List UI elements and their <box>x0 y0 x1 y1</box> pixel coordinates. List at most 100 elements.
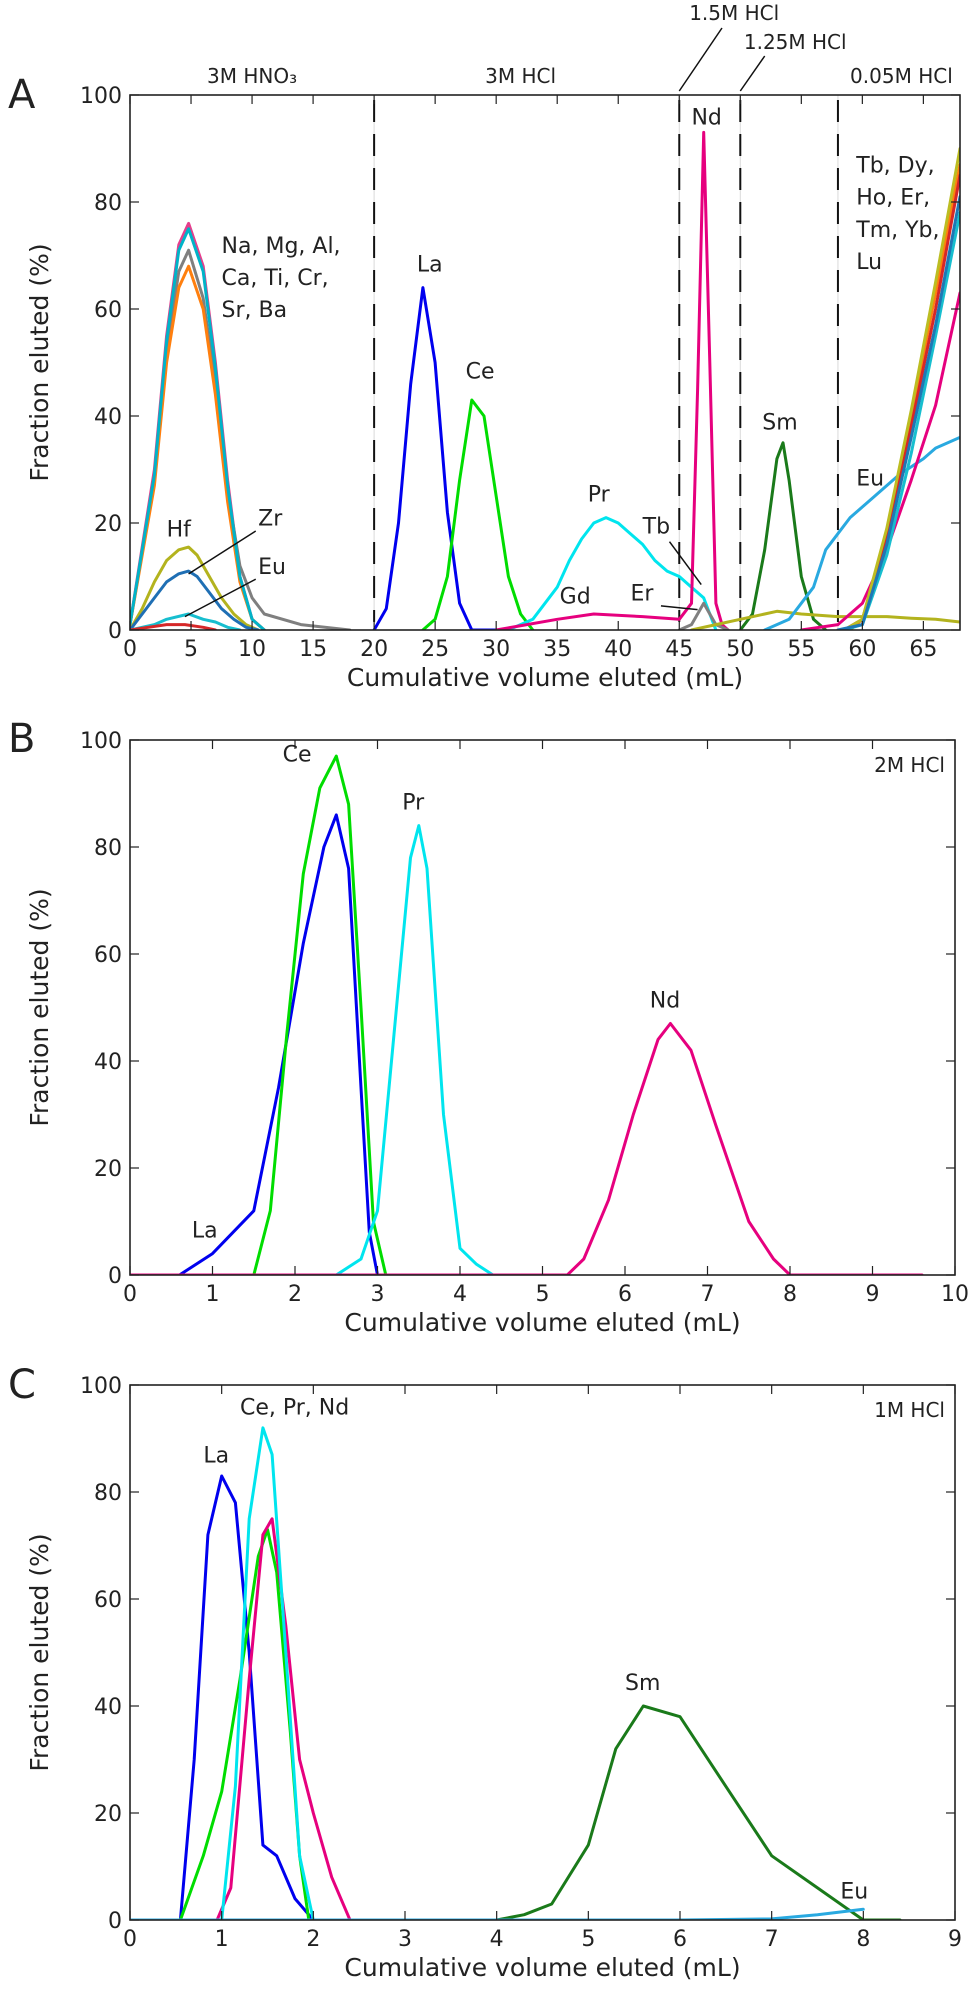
x-tick-label: 2 <box>288 1282 302 1307</box>
chart-panel-c: C 0 1 2 3 4 5 6 7 8 9 0 20 40 60 80 100 Cumulative volume… <box>8 1362 962 1982</box>
leader-line <box>660 605 698 611</box>
x-tick-label: 6 <box>618 1282 632 1307</box>
leader-line <box>184 578 257 618</box>
x-axis-label: Cumulative volume eluted (mL) <box>347 663 743 692</box>
series-line-15 <box>690 609 960 630</box>
panel-letter: A <box>8 72 36 118</box>
series-group <box>130 754 924 1275</box>
y-tick-label: 0 <box>108 1264 122 1289</box>
y-tick-label: 100 <box>80 1374 122 1399</box>
annotation-label: Ca, Ti, Cr, <box>222 266 329 291</box>
x-tick-label: 5 <box>536 1282 550 1307</box>
y-tick-label: 80 <box>94 836 122 861</box>
y-tick-label: 40 <box>94 1695 122 1720</box>
annotation-label: Gd <box>560 584 591 609</box>
y-tick-label: 100 <box>80 84 122 109</box>
y-tick-label: 20 <box>94 1157 122 1182</box>
annotation-label: Ce <box>283 742 312 767</box>
annotation-label: Sm <box>625 1671 660 1696</box>
annotation-label: Ce, Pr, Nd <box>240 1395 349 1420</box>
annotation-label: Tb, Dy, <box>855 154 934 179</box>
series-line-4 <box>130 1022 924 1275</box>
series-line-3 <box>130 1517 444 1920</box>
series-line-8 <box>130 623 217 630</box>
x-tick-label: 20 <box>360 637 388 662</box>
series-line-3 <box>130 824 528 1275</box>
plot-frame <box>129 1384 956 1921</box>
y-tick-label: 100 <box>80 729 122 754</box>
region-label: 3M HNO₃ <box>207 64 297 88</box>
series-line-12 <box>494 130 730 630</box>
x-tick-label: 0 <box>123 1927 137 1952</box>
y-tick-label: 0 <box>108 1909 122 1934</box>
x-tick-label: 10 <box>941 1282 969 1307</box>
region-label: 0.05M HCl <box>850 64 953 88</box>
series-line-16 <box>763 435 960 630</box>
region-label: 2M HCl <box>874 753 945 777</box>
x-tick-label: 10 <box>238 637 266 662</box>
annotation-label: Hf <box>167 517 193 542</box>
x-tick-label: 3 <box>398 1927 412 1952</box>
x-tick-label: 1 <box>206 1282 220 1307</box>
x-tick-label: 55 <box>787 637 815 662</box>
panel-letter: B <box>8 716 35 762</box>
region-label: 1M HCl <box>874 1398 945 1422</box>
y-tick-label: 0 <box>108 619 122 644</box>
x-tick-label: 25 <box>421 637 449 662</box>
x-tick-label: 3 <box>371 1282 385 1307</box>
leader-line <box>678 27 723 92</box>
y-axis-label: Fraction eluted (%) <box>25 243 54 481</box>
x-tick-label: 45 <box>665 637 693 662</box>
annotation-label: Tm, Yb, <box>855 218 939 243</box>
y-tick-label: 80 <box>94 191 122 216</box>
x-tick-label: 30 <box>482 637 510 662</box>
x-tick-label: 8 <box>783 1282 797 1307</box>
annotation-label: La <box>203 1444 229 1469</box>
x-tick-label: 4 <box>453 1282 467 1307</box>
annotation-label: Zr <box>258 507 283 532</box>
annotation-label: Ce <box>466 360 495 385</box>
series-group <box>130 130 960 630</box>
annotation-label: Nd <box>691 105 721 130</box>
series-line-6 <box>130 569 260 630</box>
x-tick-label: 4 <box>490 1927 504 1952</box>
annotation-label: Lu <box>856 250 882 275</box>
x-tick-label: 8 <box>856 1927 870 1952</box>
y-tick-label: 60 <box>94 943 122 968</box>
x-tick-label: 15 <box>299 637 327 662</box>
annotation-label: La <box>417 253 443 278</box>
x-axis-label: Cumulative volume eluted (mL) <box>344 1953 740 1982</box>
chart-panel-a: A 0 5 10 15 20 25 30 35 40 45 50 55 60 65 0 20 40 60 80 100 C… <box>8 1 961 692</box>
annotation-label: La <box>192 1219 218 1244</box>
annotation-label: Eu <box>856 467 884 492</box>
leader-line <box>668 541 702 585</box>
annotation-label: Nd <box>650 989 680 1014</box>
annotation-label: Er <box>630 582 654 607</box>
x-tick-label: 50 <box>726 637 754 662</box>
x-tick-label: 5 <box>184 637 198 662</box>
series-line-20 <box>842 147 960 630</box>
series-line-5 <box>130 545 260 630</box>
annotation-label: Eu <box>258 555 286 580</box>
annotation-label: Na, Mg, Al, <box>222 234 341 259</box>
annotation-label: Pr <box>402 791 425 816</box>
region-label: 1.5M HCl <box>689 1 779 25</box>
series-line-14 <box>738 441 828 630</box>
panel-letter: C <box>8 1362 36 1408</box>
y-axis-label: Fraction eluted (%) <box>25 1533 54 1771</box>
series-line-2 <box>130 754 421 1275</box>
x-tick-label: 9 <box>948 1927 962 1952</box>
region-label: 3M HCl <box>485 64 556 88</box>
y-tick-label: 20 <box>94 512 122 537</box>
y-tick-label: 40 <box>94 405 122 430</box>
x-axis-label: Cumulative volume eluted (mL) <box>344 1308 740 1337</box>
x-tick-label: 7 <box>701 1282 715 1307</box>
plot-frame <box>129 94 961 631</box>
y-tick-label: 40 <box>94 1050 122 1075</box>
x-tick-label: 65 <box>909 637 937 662</box>
series-line-4 <box>130 1426 361 1920</box>
series-line-10 <box>421 398 535 630</box>
x-tick-label: 40 <box>604 637 632 662</box>
